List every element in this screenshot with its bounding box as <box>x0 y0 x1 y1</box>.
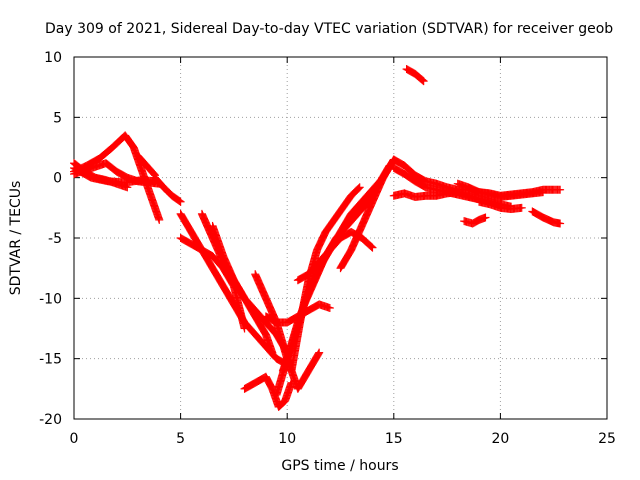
x-tick-label: 5 <box>176 431 185 447</box>
data-point <box>357 198 376 230</box>
y-axis-label: SDTVAR / TECUs <box>8 181 24 296</box>
series-s18 <box>336 155 565 273</box>
series-s16 <box>287 183 364 375</box>
data-point <box>101 159 120 175</box>
data-point <box>481 213 490 222</box>
data-point <box>304 349 323 375</box>
data-point <box>293 367 312 393</box>
data-point <box>268 348 277 357</box>
data-point <box>176 209 195 235</box>
y-tick-label: -10 <box>39 291 62 307</box>
x-tick-label: 15 <box>385 431 403 447</box>
data-point <box>168 191 184 206</box>
data-point <box>528 207 546 221</box>
data-point <box>261 372 276 392</box>
data-point <box>287 378 296 387</box>
data-point <box>208 252 227 272</box>
data-point <box>144 164 159 179</box>
series-s25 <box>402 65 428 86</box>
series-s5 <box>133 151 160 180</box>
x-axis-label: GPS time / hours <box>281 458 398 474</box>
data-point <box>336 247 355 273</box>
series-s21 <box>453 179 548 201</box>
data-point <box>251 330 270 350</box>
x-tick-label: 25 <box>598 431 616 447</box>
data-point <box>251 373 269 387</box>
data-point <box>556 185 565 194</box>
data-point <box>368 243 377 252</box>
data-point <box>208 264 227 290</box>
data-point <box>155 215 164 224</box>
x-tick-label: 10 <box>278 431 296 447</box>
data-point <box>315 246 334 267</box>
data-point <box>315 348 324 357</box>
series-s13 <box>240 372 296 411</box>
data-point <box>240 324 249 333</box>
data-point <box>464 183 483 196</box>
data-point <box>104 177 128 187</box>
y-tick-label: -20 <box>39 412 62 428</box>
data-point <box>138 176 158 186</box>
series-s4 <box>70 164 160 187</box>
chart-title: Day 309 of 2021, Sidereal Day-to-day VTE… <box>45 21 613 37</box>
data-point <box>338 192 355 212</box>
x-axis-ticks: 0 5 10 15 20 25 <box>70 57 616 447</box>
data-point <box>251 306 270 326</box>
data-point <box>240 379 259 393</box>
series-s23 <box>475 197 526 214</box>
data-point <box>332 222 351 242</box>
data-point <box>229 282 249 332</box>
data-point <box>176 197 185 206</box>
data-point <box>261 330 276 356</box>
y-tick-label: -15 <box>39 352 62 368</box>
x-tick-label: 0 <box>70 431 79 447</box>
y-tick-label: -5 <box>48 231 62 247</box>
data-point <box>368 174 387 206</box>
data-point <box>313 229 330 255</box>
data-point <box>539 188 548 197</box>
data-point <box>261 294 281 326</box>
y-tick-label: 5 <box>53 110 62 126</box>
data-point <box>411 177 429 191</box>
data-point <box>197 246 216 260</box>
data-points <box>70 65 565 411</box>
data-point <box>355 183 364 192</box>
data-point <box>325 303 334 312</box>
series-s10 <box>176 234 249 333</box>
grid <box>74 57 607 419</box>
y-tick-label: 0 <box>53 171 62 187</box>
data-point <box>159 183 176 199</box>
y-axis-ticks: -20 -15 -10 -5 0 5 10 <box>39 50 607 428</box>
data-point <box>240 294 259 314</box>
data-point <box>219 264 238 290</box>
data-point <box>121 131 137 151</box>
data-point <box>295 277 313 327</box>
series-s6 <box>151 173 185 206</box>
data-point <box>146 191 163 223</box>
data-point <box>208 221 227 259</box>
data-point <box>419 77 428 86</box>
data-point <box>517 203 526 212</box>
x-tick-label: 20 <box>491 431 509 447</box>
series-s22 <box>460 213 490 228</box>
data-point <box>176 234 195 248</box>
series-s24 <box>528 207 565 228</box>
data-point <box>304 300 323 315</box>
y-tick-label: 10 <box>44 50 62 66</box>
data-point <box>133 151 152 172</box>
series-s1 <box>70 131 164 224</box>
data-point <box>556 219 565 228</box>
